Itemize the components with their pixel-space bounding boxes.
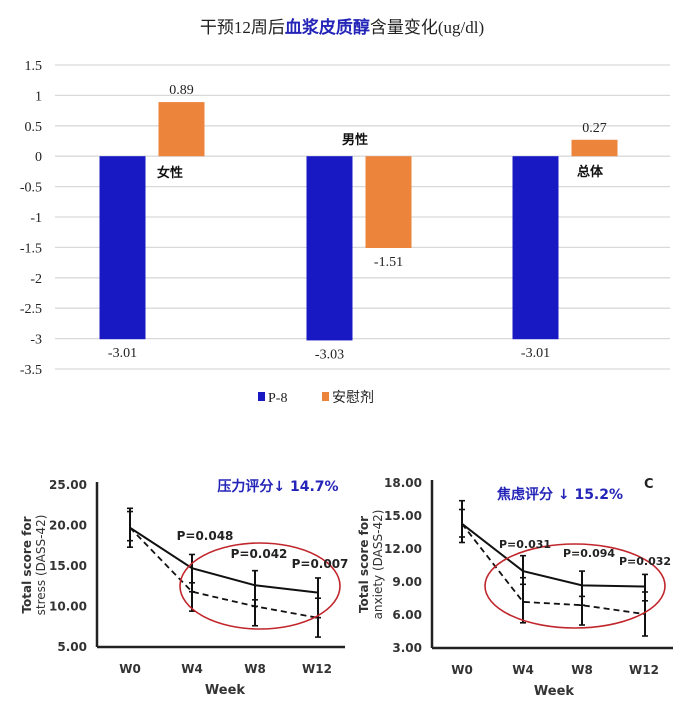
title-part-0: 干预12周后 (200, 18, 285, 37)
y-tick-label: -3 (30, 333, 42, 348)
x-tick-label: W12 (629, 663, 659, 677)
series-line-P-8 (129, 526, 318, 594)
data-label: -3.01 (521, 346, 550, 361)
bar-P-8-女性 (99, 156, 146, 340)
x-axis-label: Week (534, 684, 575, 699)
data-label: -3.01 (108, 346, 137, 361)
y-tick-label: 9.00 (392, 575, 422, 589)
y-tick-label: -3.5 (20, 363, 42, 378)
bar-y-tick-labels: 1.5 1 0.5 0 -0.5 -1 -1.5 -2 -2.5 -3 -3.5 (20, 59, 42, 378)
y-tick-label: 1.5 (25, 59, 43, 74)
x-tick-label: W4 (181, 662, 203, 676)
panel-label: C (644, 477, 654, 492)
y-tick-label: 25.00 (49, 478, 87, 492)
x-tick-label: W4 (512, 663, 534, 677)
y-tick-label: -1.5 (20, 241, 42, 256)
p-value-label: P=0.032 (619, 555, 671, 568)
title-part-2: 含量变化(ug/dl) (370, 18, 484, 37)
data-label: 0.89 (169, 83, 194, 98)
cortisol-bar-chart: 干预12周后血浆皮质醇含量变化(ug/dl) 1.5 1 0.5 0 -0.5 -1 -1.… (20, 17, 670, 406)
y-tick-label: 1 (35, 89, 42, 104)
bar-legend: P-8 安慰剂 (258, 389, 374, 406)
y-tick-label: 15.00 (384, 509, 422, 523)
p-value-label: P=0.094 (563, 547, 615, 560)
highlight-ellipse (179, 542, 341, 630)
x-axis-label: Week (205, 683, 246, 698)
data-label: -1.51 (374, 255, 403, 270)
y-tick-label: 20.00 (49, 519, 87, 533)
y-tick-label: -2.5 (20, 302, 42, 317)
x-tick-label: W0 (451, 663, 473, 677)
category-label: 男性 (342, 132, 368, 148)
y-axis-label-line1: Total score for (20, 516, 34, 613)
p-value-label: P=0.048 (177, 529, 234, 543)
y-tick-label: -2 (30, 272, 42, 287)
x-tick-label: W0 (119, 662, 141, 676)
bar-P-8-总体 (512, 156, 559, 340)
bar-安慰剂-总体 (571, 139, 618, 157)
title-part-1: 血浆皮质醇 (285, 17, 370, 38)
bar-安慰剂-女性 (158, 102, 205, 157)
legend-label: 安慰剂 (332, 389, 374, 406)
legend-label: P-8 (268, 391, 287, 406)
y-tick-label: -0.5 (20, 181, 42, 196)
reduction-annotation: 压力评分↓ 14.7% (217, 478, 338, 495)
x-tick-label: W12 (302, 662, 332, 676)
y-tick-label: 12.00 (384, 542, 422, 556)
y-tick-label: 0.5 (25, 120, 43, 135)
y-tick-label: -1 (30, 211, 42, 226)
bar-series (99, 102, 618, 341)
y-tick-label: 18.00 (384, 476, 422, 490)
bar-gridlines (55, 64, 670, 370)
y-tick-label: 3.00 (392, 641, 422, 655)
y-axis-label-line2: anxiety (DASS-42) (371, 510, 385, 620)
series-line-安慰剂 (129, 527, 318, 619)
reduction-annotation: 焦虑评分 ↓ 15.2% (496, 486, 623, 503)
stress-line-chart: 25.00 20.00 15.00 10.00 5.00 W0 W4 W8 W12 Week Tot… (20, 478, 348, 698)
highlight-ellipse (484, 543, 666, 629)
p-value-label: P=0.042 (231, 547, 288, 561)
y-tick-label: 15.00 (49, 559, 87, 573)
bar-P-8-男性 (306, 156, 353, 341)
y-tick-label: 10.00 (49, 600, 87, 614)
y-axis-label-line2: stress (DASS-42) (34, 515, 48, 616)
category-label: 总体 (577, 164, 604, 180)
bar-chart-title: 干预12周后血浆皮质醇含量变化(ug/dl) (200, 17, 484, 38)
p-value-label: P=0.007 (292, 557, 349, 571)
anxiety-line-chart: 18.00 15.00 12.00 9.00 6.00 3.00 W0 W4 W8 W12 Week… (357, 476, 673, 699)
bar-data-labels: -3.01 -3.03 -3.01 0.89 -1.51 0.27 (108, 83, 607, 362)
p-value-label: P=0.031 (499, 538, 551, 551)
data-label: -3.03 (315, 347, 344, 362)
y-tick-label: 0 (35, 150, 42, 165)
y-axis-label-line1: Total score for (357, 516, 371, 613)
category-label: 女性 (157, 165, 183, 181)
legend-swatch (322, 392, 329, 401)
legend-swatch (258, 392, 265, 401)
data-label: 0.27 (582, 121, 607, 136)
y-tick-label: 6.00 (392, 608, 422, 622)
series-line-P-8 (461, 523, 645, 588)
x-tick-label: W8 (571, 663, 593, 677)
y-tick-label: 5.00 (57, 640, 87, 654)
x-tick-label: W8 (244, 662, 266, 676)
bar-安慰剂-男性 (365, 156, 412, 249)
